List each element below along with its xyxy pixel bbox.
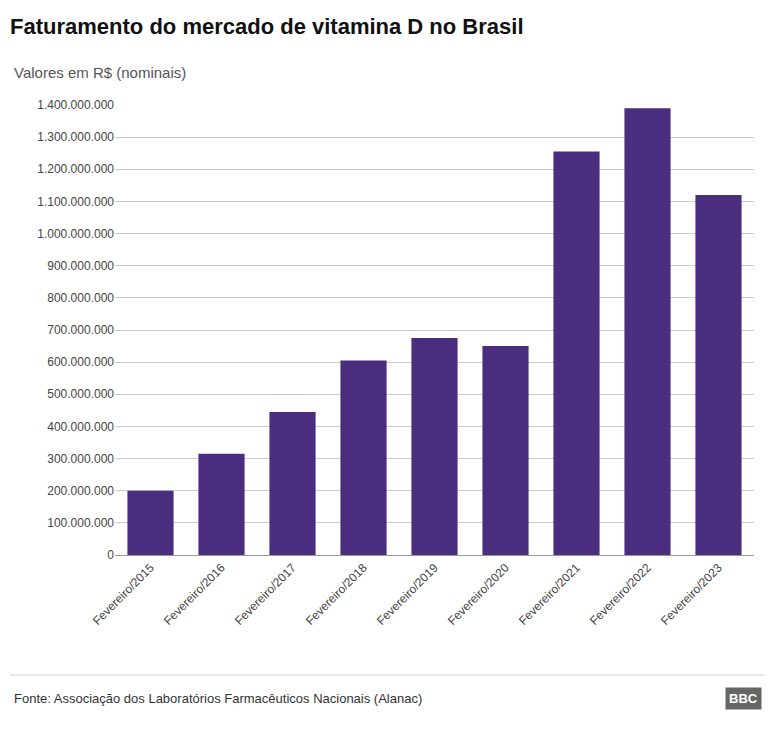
svg-text:Fevereiro/2020: Fevereiro/2020 [445,561,512,628]
svg-text:500.000.000: 500.000.000 [47,387,114,401]
svg-text:Fonte: Associação dos Laborató: Fonte: Associação dos Laboratórios Farma… [14,691,422,706]
svg-text:Valores em R$ (nominais): Valores em R$ (nominais) [14,64,186,81]
svg-text:300.000.000: 300.000.000 [47,452,114,466]
svg-text:Faturamento do mercado de vita: Faturamento do mercado de vitamina D no … [10,14,523,39]
svg-text:600.000.000: 600.000.000 [47,355,114,369]
svg-text:Fevereiro/2021: Fevereiro/2021 [516,561,583,628]
svg-text:Fevereiro/2019: Fevereiro/2019 [374,561,441,628]
svg-text:700.000.000: 700.000.000 [47,323,114,337]
svg-text:Fevereiro/2018: Fevereiro/2018 [303,561,370,628]
svg-text:1.000.000.000: 1.000.000.000 [37,227,114,241]
svg-text:1.100.000.000: 1.100.000.000 [37,195,114,209]
svg-text:Fevereiro/2023: Fevereiro/2023 [658,561,725,628]
svg-text:100.000.000: 100.000.000 [47,516,114,530]
svg-text:1.300.000.000: 1.300.000.000 [37,130,114,144]
svg-text:1.200.000.000: 1.200.000.000 [37,162,114,176]
svg-text:BBC: BBC [729,691,758,706]
svg-text:Fevereiro/2016: Fevereiro/2016 [161,561,228,628]
svg-text:Fevereiro/2022: Fevereiro/2022 [587,561,654,628]
svg-text:900.000.000: 900.000.000 [47,259,114,273]
svg-text:800.000.000: 800.000.000 [47,291,114,305]
svg-text:0: 0 [107,548,114,562]
svg-text:200.000.000: 200.000.000 [47,484,114,498]
svg-text:400.000.000: 400.000.000 [47,420,114,434]
svg-text:Fevereiro/2015: Fevereiro/2015 [90,561,157,628]
svg-text:1.400.000.000: 1.400.000.000 [37,98,114,112]
svg-text:Fevereiro/2017: Fevereiro/2017 [232,561,299,628]
